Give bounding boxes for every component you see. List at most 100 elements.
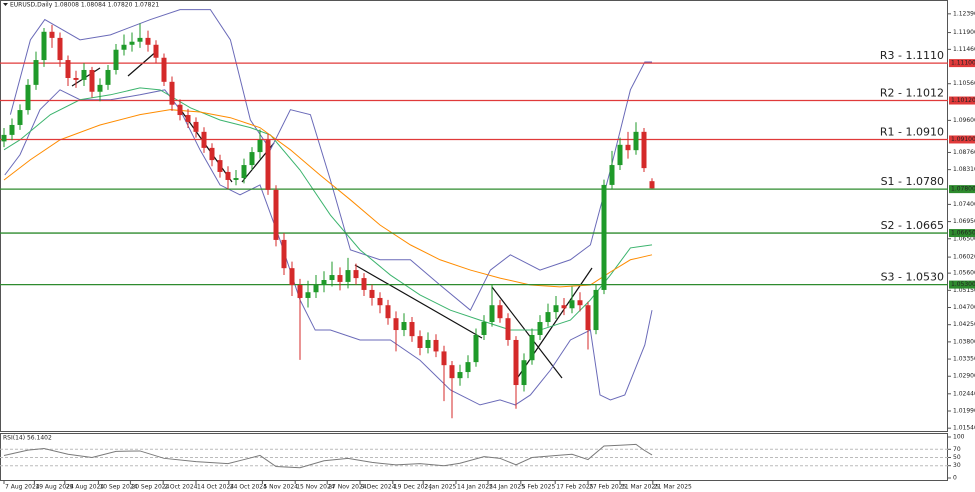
level-label: S1 - 1.0780: [881, 175, 944, 188]
candle-body: [497, 305, 503, 319]
candle-body: [265, 139, 271, 190]
candle-body: [353, 270, 359, 279]
candle-body: [281, 239, 287, 269]
x-tick-label: 19 Aug 2024: [35, 484, 74, 491]
candle-body: [465, 362, 471, 373]
level-tag: [949, 185, 975, 194]
candle-body: [153, 44, 159, 58]
candle-body: [249, 152, 255, 166]
y-tick-label: 1.05600: [953, 270, 975, 277]
x-tick-label: 11 Mar 2025: [621, 484, 659, 491]
candle-body: [161, 57, 167, 82]
candle-body: [89, 69, 95, 92]
candle-body: [561, 305, 567, 309]
rsi-tick-label: 70: [953, 446, 961, 453]
y-tick-label: 1.05150: [953, 287, 975, 294]
candle-body: [105, 69, 111, 85]
y-tick-label: 1.06500: [953, 235, 975, 242]
y-tick-label: 1.02440: [953, 390, 975, 397]
y-tick-label: 1.12390: [953, 10, 975, 17]
candle-body: [57, 37, 63, 61]
candle-body: [625, 144, 631, 151]
x-tick-label: 19 Dec 2024: [394, 484, 433, 491]
y-tick-label: 1.08310: [953, 166, 975, 173]
candle-body: [377, 297, 383, 306]
trend-line: [354, 264, 483, 339]
candle-body: [369, 289, 375, 298]
candle-body: [137, 37, 143, 42]
candle-body: [337, 275, 343, 282]
y-tick-label: 1.08760: [953, 149, 975, 156]
level-tag: [949, 280, 975, 289]
candle-body: [177, 104, 183, 116]
rsi-tick-label: 0: [953, 475, 957, 482]
candle-body: [257, 139, 263, 153]
level-tag-label: 1.09100: [951, 136, 975, 143]
candle-body: [633, 131, 639, 151]
indicator-line: [4, 89, 653, 406]
x-tick-label: 7 Aug 2024: [5, 484, 40, 491]
level-tag-label: 1.06650: [951, 230, 975, 237]
y-tick-label: 1.11900: [953, 29, 975, 36]
candle-body: [65, 60, 71, 78]
level-tag-label: 1.05300: [951, 281, 975, 288]
x-tick-label: 21 Mar 2025: [654, 484, 692, 491]
x-tick-label: 24 Oct 2024: [230, 484, 267, 491]
candle-body: [241, 165, 247, 179]
candle-body: [417, 336, 423, 348]
candle-body: [393, 318, 399, 331]
x-tick-label: 10 Sep 2024: [99, 484, 137, 491]
x-tick-label: 27 Nov 2024: [328, 484, 367, 491]
level-tag: [949, 59, 975, 68]
candle-body: [289, 268, 295, 285]
candle-body: [529, 335, 535, 361]
candle-body: [449, 365, 455, 379]
candle-body: [129, 41, 135, 45]
candle-body: [593, 289, 599, 331]
level-label: R1 - 1.0910: [880, 125, 944, 138]
candle-body: [577, 300, 583, 306]
x-tick-label: 15 Nov 2024: [296, 484, 335, 491]
rsi-tick-label: 50: [953, 454, 961, 461]
x-tick-label: 9 Dec 2024: [361, 484, 396, 491]
candle-body: [385, 305, 391, 319]
y-tick-label: 1.06020: [953, 254, 975, 261]
x-tick-label: 14 Oct 2024: [197, 484, 234, 491]
candle-body: [81, 69, 87, 80]
candle-body: [433, 339, 439, 352]
y-tick-label: 1.01540: [953, 425, 975, 432]
y-tick-label: 1.03800: [953, 338, 975, 345]
x-tick-label: 29 Aug 2024: [66, 484, 105, 491]
x-tick-label: 2 Jan 2025: [424, 484, 456, 491]
candle-body: [169, 81, 175, 105]
candle-body: [297, 284, 303, 298]
candle-body: [489, 305, 495, 323]
candle-body: [49, 31, 55, 38]
candle-body: [505, 318, 511, 340]
candle-body: [41, 31, 47, 61]
indicator-line: [3, 87, 653, 331]
candle-body: [617, 144, 623, 166]
symbol-marker: [3, 3, 8, 6]
candle-body: [313, 284, 319, 293]
candle-body: [585, 305, 591, 331]
candle-body: [545, 312, 551, 323]
level-tag-label: 1.10120: [951, 97, 975, 104]
candle-body: [73, 77, 79, 80]
level-tag-label: 1.11100: [951, 60, 975, 67]
x-tick-label: 2 Oct 2024: [164, 484, 197, 491]
candle-body: [17, 110, 23, 125]
x-tick-label: 14 Jan 2025: [457, 484, 493, 491]
y-tick-label: 1.02900: [953, 373, 975, 380]
y-tick-label: 1.11460: [953, 46, 975, 53]
trend-line: [491, 286, 563, 379]
level-label: S2 - 1.0665: [881, 219, 944, 232]
y-tick-label: 1.03350: [953, 356, 975, 363]
y-tick-label: 1.06950: [953, 218, 975, 225]
candle-body: [553, 305, 559, 313]
level-tag: [949, 96, 975, 105]
candle-body: [601, 184, 607, 290]
rsi-tick-label: 100: [953, 434, 965, 441]
candle-body: [321, 280, 327, 285]
